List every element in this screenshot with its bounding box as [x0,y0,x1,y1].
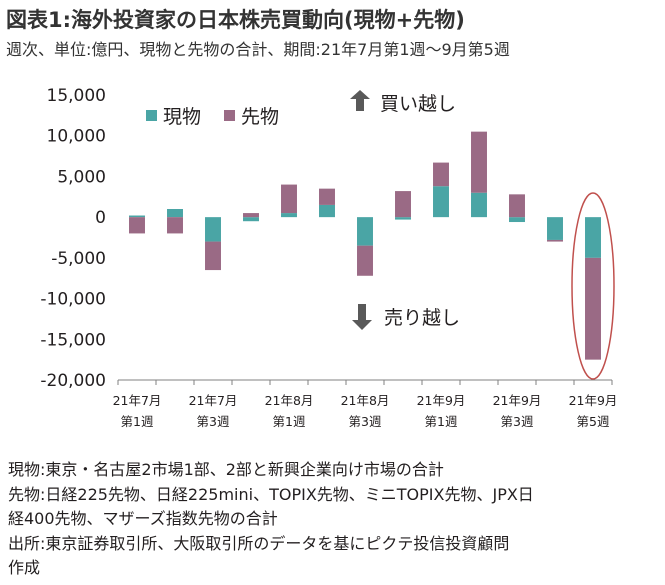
bar-segment-genbutsu [319,204,335,218]
x-tick-label: 21年9月 [569,393,618,408]
bar-segment-genbutsu [395,217,411,220]
legend-swatch [224,110,235,121]
bar-segment-sakimono [471,131,487,193]
y-tick-label: 10,000 [47,127,106,147]
sell-label: 売り越し [384,307,460,329]
bar-segment-genbutsu [585,217,601,258]
note-line: 現物:東京・名古屋2市場1部、2部と新興企業向け市場の合計 [8,460,444,479]
x-tick-label: 21年7月 [189,393,238,408]
x-tick-label: 21年9月 [493,393,542,408]
y-tick-label: 15,000 [47,86,106,106]
x-tick-label: 第1週 [425,414,458,429]
bar-segment-genbutsu [433,186,449,218]
bar-segment-genbutsu [167,209,183,218]
y-axis: 15,000 10,000 5,000 0 -5,000 -10,000 -15,000 -2… [40,86,106,391]
note-line: 経400先物、マザーズ指数先物の合計 [8,509,278,528]
highlight-ellipse [571,192,615,380]
x-tick-label: 21年8月 [265,393,314,408]
x-tick-label: 第3週 [349,414,382,429]
y-tick-label: -5,000 [51,249,106,269]
buy-label: 買い越し [380,93,456,115]
note-line: 出所:東京証券取引所、大阪取引所のデータを基にピクテ投信投資顧問 [8,533,510,553]
bar-segment-genbutsu [129,215,145,218]
chart-title: 図表1:海外投資家の日本株売買動向(現物+先物) [6,8,465,32]
x-tick-label: 21年9月 [417,393,466,408]
legend-label: 先物 [241,106,279,128]
bars [129,131,601,360]
up-arrow-icon [350,90,370,111]
bar-segment-genbutsu [357,217,373,246]
bar-segment-sakimono [357,245,373,276]
bar-segment-genbutsu [281,213,297,218]
bar-segment-sakimono [167,217,183,234]
x-tick-label: 21年7月 [113,393,162,408]
y-tick-label: -10,000 [40,290,106,310]
bar-segment-genbutsu [205,217,221,242]
y-tick-label: 0 [95,208,106,228]
bar-segment-sakimono [281,184,297,214]
bar-segment-sakimono [509,194,525,218]
x-tick-label: 第5週 [577,414,610,429]
bar-segment-sakimono [129,217,145,234]
down-arrow-icon [352,304,372,330]
note-line: 作成 [8,558,41,577]
chart-subtitle: 週次、単位:億円、現物と先物の合計、期間:21年7月第1週〜9月第5週 [6,40,510,59]
bar-segment-sakimono [319,188,335,205]
bar-segment-sakimono [395,191,411,218]
x-tick-label: 第1週 [273,414,306,429]
x-tick-label: 第3週 [501,414,534,429]
bar-segment-genbutsu [547,217,563,240]
y-tick-label: 5,000 [57,167,106,187]
bar-segment-sakimono [243,213,259,218]
x-tick-label: 第3週 [197,414,230,429]
x-tick-label: 第1週 [121,414,154,429]
legend-label: 現物 [163,106,201,128]
legend-swatch [146,110,157,121]
legend: 現物 先物 [146,106,279,128]
x-tick-label: 21年8月 [341,393,390,408]
bar-segment-genbutsu [243,217,259,222]
note-line: 先物:日経225先物、日経225mini、TOPIX先物、ミニTOPIX先物、J… [8,484,534,504]
bar-segment-sakimono [433,162,449,187]
bar-segment-genbutsu [509,217,525,223]
y-tick-label: -20,000 [40,371,106,391]
notes: 現物:東京・名古屋2市場1部、2部と新興企業向け市場の合計 先物:日経225先物… [8,458,658,581]
bar-segment-sakimono [205,241,221,271]
y-tick-label: -15,000 [40,330,106,350]
bar-segment-sakimono [585,257,601,360]
stacked-bar-chart: 15,000 10,000 5,000 0 -5,000 -10,000 -15,000 -2… [40,86,618,429]
bar-segment-sakimono [547,239,563,242]
bar-segment-genbutsu [471,192,487,218]
